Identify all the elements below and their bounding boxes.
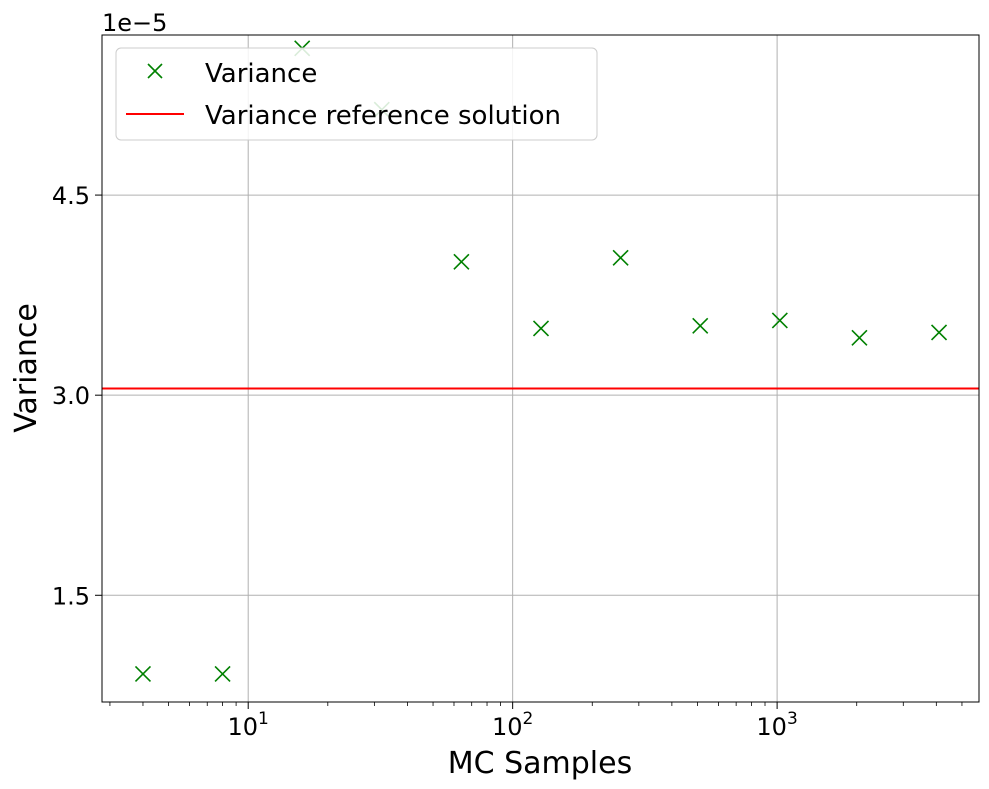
x-tick-label: 103 bbox=[756, 709, 797, 741]
x-minor-ticks bbox=[109, 702, 963, 706]
variance-point bbox=[771, 312, 788, 329]
legend-box bbox=[115, 47, 598, 141]
plot-frame bbox=[101, 34, 980, 703]
legend-label-reference: Variance reference solution bbox=[205, 101, 561, 131]
variance-point bbox=[930, 324, 948, 341]
x-tick-label: 102 bbox=[492, 709, 533, 741]
variance-point bbox=[214, 665, 231, 683]
y-axis-label: Variance bbox=[9, 303, 44, 433]
y-tick-label: 3.0 bbox=[52, 382, 90, 410]
y-tick-label: 1.5 bbox=[52, 582, 90, 610]
variance-point bbox=[453, 253, 470, 270]
y-axis-ticks: 1.5 3.0 4.5 bbox=[52, 182, 102, 610]
variance-point bbox=[612, 249, 629, 266]
variance-point bbox=[134, 665, 152, 683]
y-offset-label: 1e−5 bbox=[102, 9, 167, 37]
grid-lines bbox=[102, 35, 979, 702]
y-tick-label: 4.5 bbox=[52, 182, 90, 210]
legend-marker-variance bbox=[147, 63, 163, 79]
variance-point bbox=[532, 320, 550, 337]
variance-point bbox=[692, 317, 709, 334]
legend-label-variance: Variance bbox=[205, 59, 317, 89]
variance-point bbox=[851, 329, 868, 346]
x-tick-label: 101 bbox=[228, 709, 269, 741]
legend: Variance Variance reference solution bbox=[115, 47, 598, 141]
x-axis-label: MC Samples bbox=[448, 746, 632, 781]
x-axis-ticks: 101 102 103 bbox=[228, 702, 798, 741]
